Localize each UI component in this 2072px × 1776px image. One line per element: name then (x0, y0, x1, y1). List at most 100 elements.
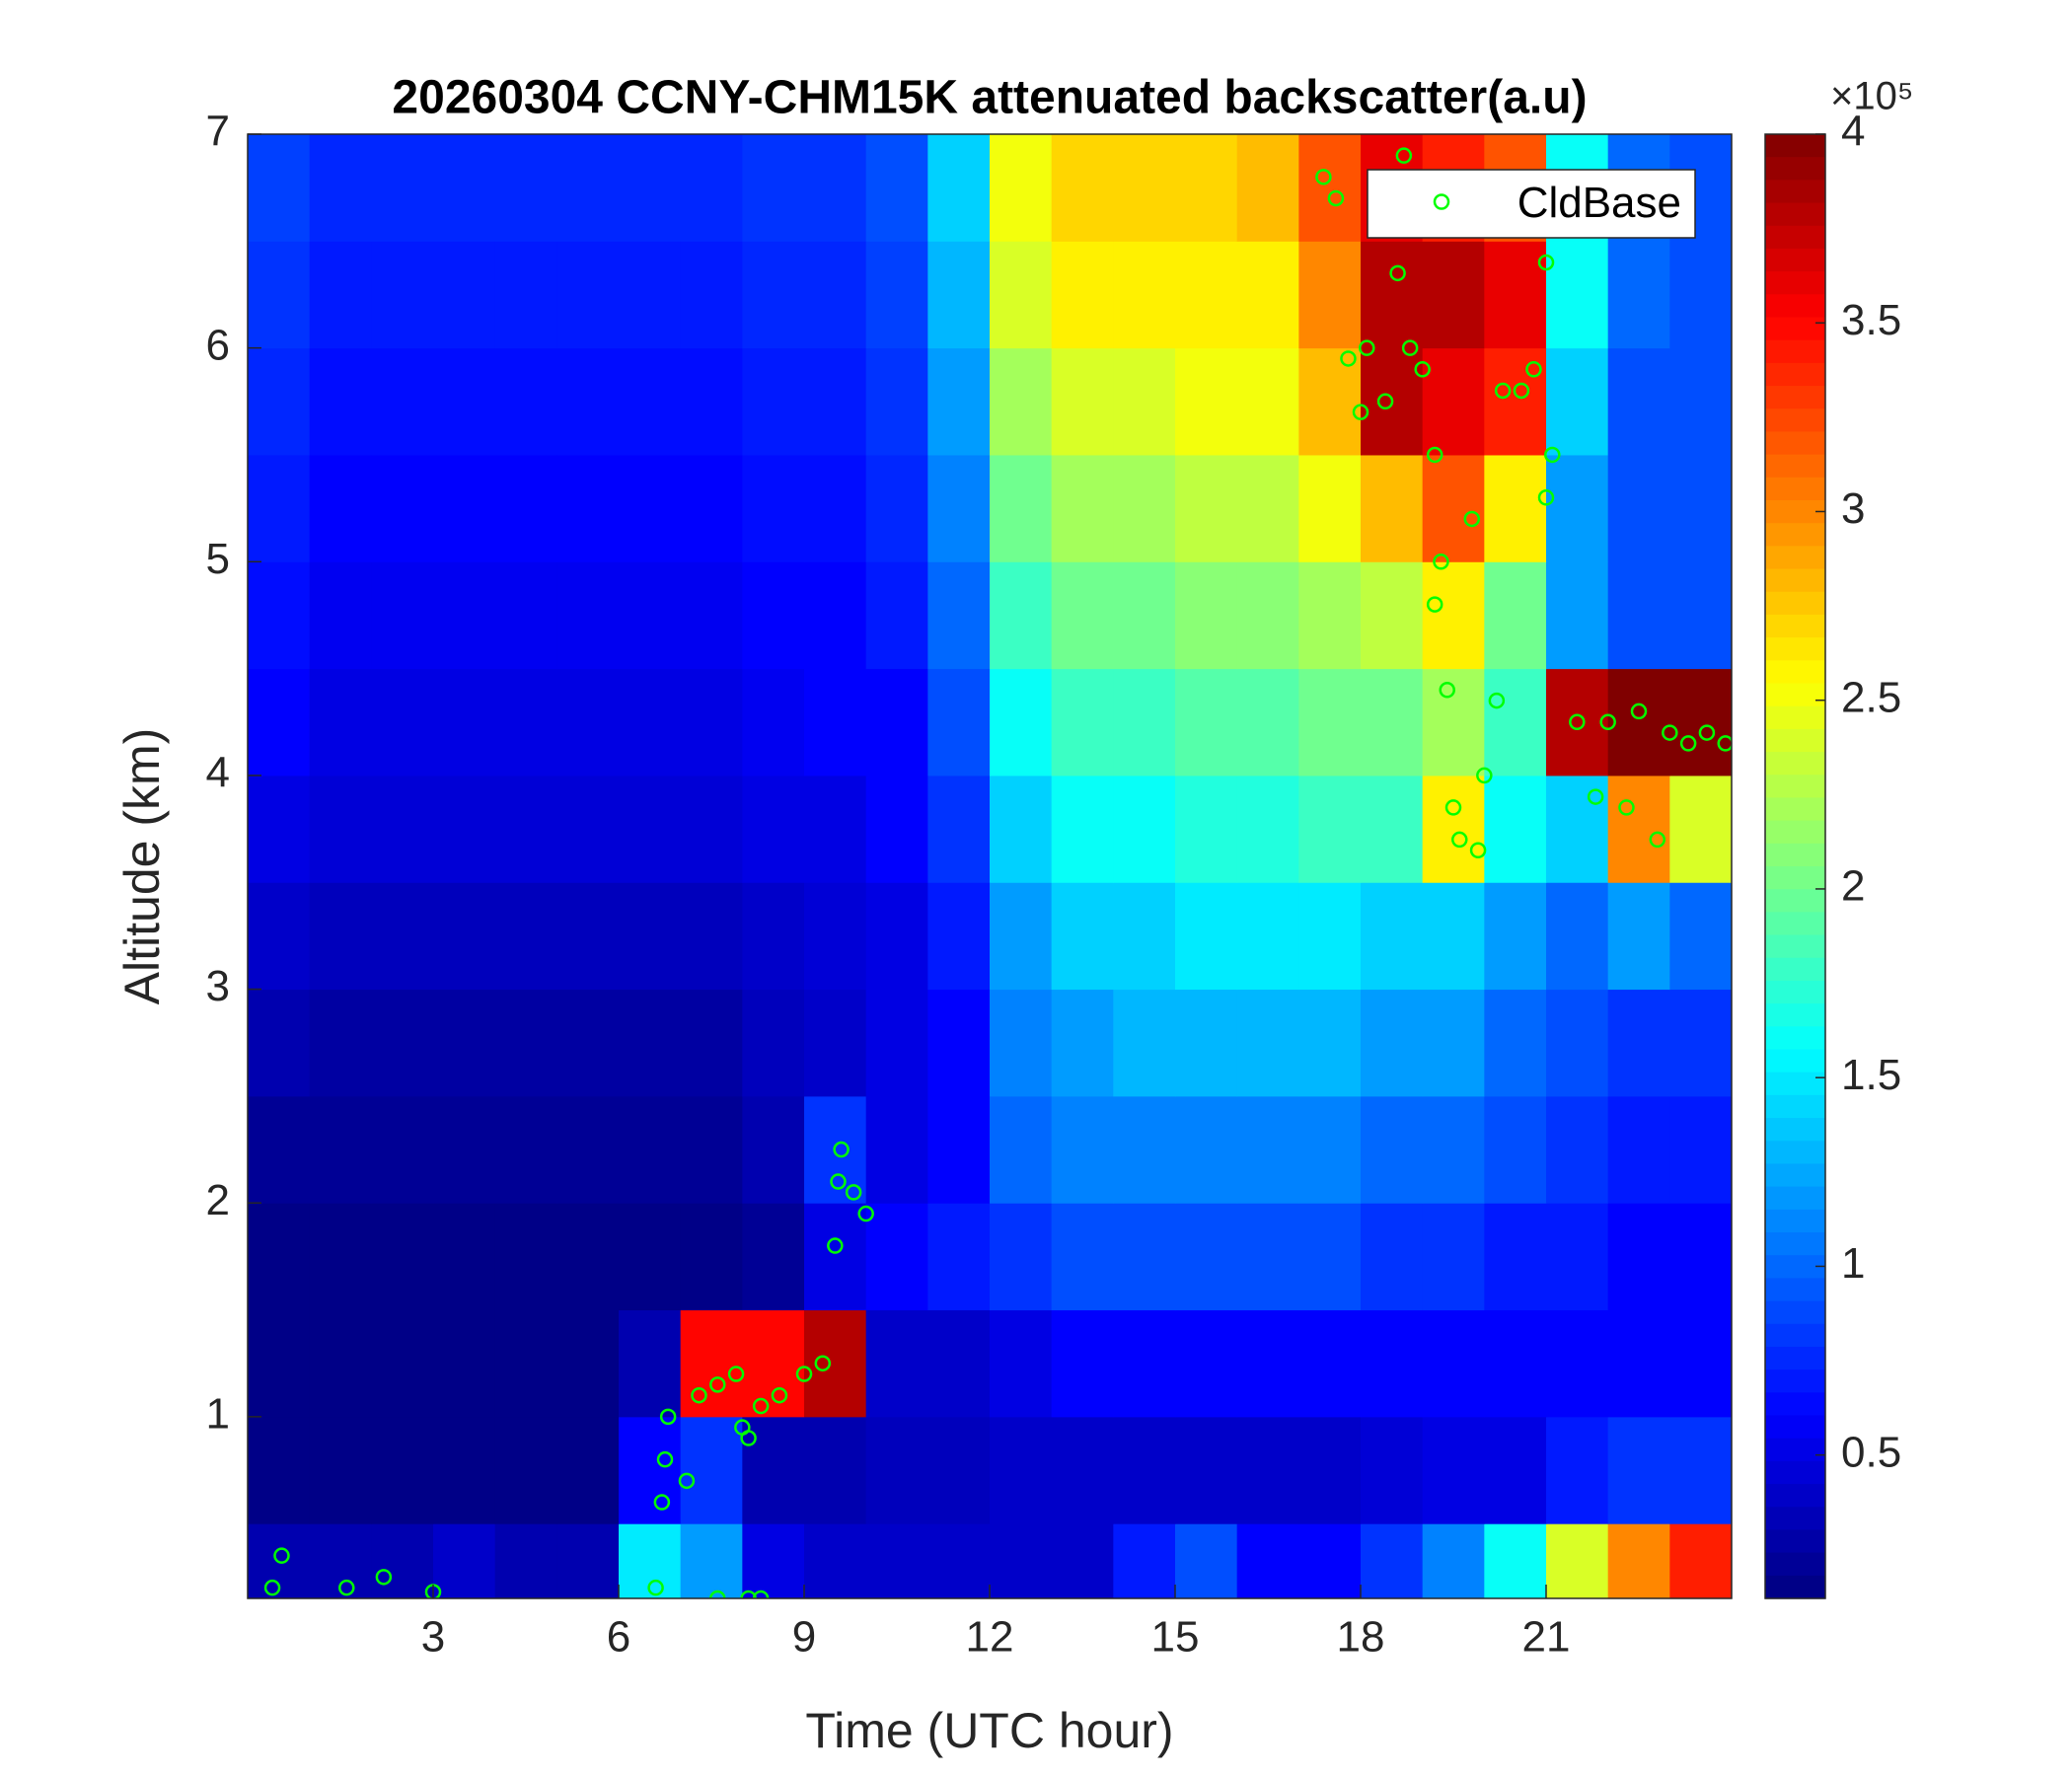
heatmap-cell (1422, 1416, 1485, 1524)
cloud-base-point (1376, 393, 1394, 410)
heatmap-cell (990, 1309, 1053, 1418)
heatmap-cell (990, 454, 1053, 562)
cloud-base-point (740, 1590, 757, 1598)
heatmap-cell (742, 882, 805, 991)
heatmap-cell (990, 1203, 1053, 1311)
colorbar-segment (1765, 843, 1825, 867)
heatmap-cell (680, 561, 743, 670)
heatmap-cell (309, 775, 372, 883)
heatmap-cell (804, 454, 867, 562)
colorbar-segment (1765, 271, 1825, 295)
heatmap-cell (804, 347, 867, 456)
colorbar-segment (1765, 1346, 1825, 1370)
heatmap-cell (865, 134, 928, 242)
heatmap-cell (1113, 668, 1176, 777)
heatmap-cell (619, 882, 682, 991)
heatmap-cell (742, 347, 805, 456)
colorbar-tick-label: 3.5 (1841, 296, 1901, 344)
heatmap-cell (680, 1523, 743, 1598)
heatmap-cell (494, 561, 557, 670)
colorbar-segment (1765, 408, 1825, 433)
heatmap-cell (1236, 241, 1299, 349)
heatmap-cell (1484, 241, 1547, 349)
heatmap-cell (1546, 561, 1609, 670)
cloud-base-point (1618, 799, 1635, 816)
cloud-base-point (1433, 554, 1449, 570)
colorbar-segment (1765, 202, 1825, 227)
heatmap-cell (1669, 1416, 1732, 1524)
heatmap-cell (990, 882, 1053, 991)
heatmap-cell (1298, 882, 1362, 991)
heatmap-cell (927, 989, 991, 1097)
heatmap-cell (927, 668, 991, 777)
cloud-base-point (1630, 703, 1648, 720)
heatmap-cell (494, 989, 557, 1097)
heatmap-cell (371, 241, 434, 349)
cloud-base-point (1401, 339, 1419, 356)
heatmap-cell (1051, 1523, 1114, 1598)
heatmap-cell (742, 1095, 805, 1204)
colorbar-segment (1765, 889, 1825, 913)
heatmap-cell (680, 1416, 743, 1524)
heatmap-cell (433, 1203, 496, 1311)
cloud-base-point (659, 1408, 677, 1426)
cloud-base-point (1599, 713, 1616, 731)
heatmap-cell (1669, 989, 1732, 1097)
cloud-base-point (338, 1579, 355, 1596)
cloud-base-point (752, 1397, 770, 1415)
colorbar-tick-label: 2.5 (1841, 673, 1901, 721)
heatmap-cell (1361, 241, 1424, 349)
cloud-base-point (827, 1237, 844, 1254)
heatmap-cell (309, 1309, 372, 1418)
heatmap-cell (927, 1523, 991, 1598)
colorbar-segment (1765, 980, 1825, 1004)
colorbar-segment (1765, 1507, 1825, 1531)
x-tick-label: 12 (966, 1613, 1014, 1662)
heatmap-cell (1113, 882, 1176, 991)
heatmap-cell (1546, 668, 1609, 777)
heatmap-cell (990, 1523, 1053, 1598)
cloud-base-point (1426, 596, 1443, 613)
heatmap-cell (804, 1309, 867, 1418)
heatmap-cell (742, 1203, 805, 1311)
heatmap-cell (1669, 1095, 1732, 1204)
heatmap-cell (1607, 1203, 1670, 1311)
colorbar-segment (1765, 683, 1825, 707)
y-tick-label: 4 (206, 749, 230, 797)
heatmap-cell (1236, 561, 1299, 670)
heatmap-cell (1113, 561, 1176, 670)
heatmap-cell (804, 241, 867, 349)
cloud-base-point (1537, 254, 1555, 271)
heatmap-cell (1051, 1416, 1114, 1524)
heatmap-cell (1113, 1203, 1176, 1311)
heatmap-cell (990, 347, 1053, 456)
heatmap-cell (1298, 454, 1362, 562)
heatmap-cell (1669, 775, 1732, 883)
heatmap-cell (248, 882, 311, 991)
heatmap-cell (433, 882, 496, 991)
heatmap-cell (927, 882, 991, 991)
colorbar-segment (1765, 1369, 1825, 1393)
heatmap-cell (742, 454, 805, 562)
cloud-base-point (1488, 692, 1506, 709)
heatmap-cell (248, 454, 311, 562)
heatmap-cell (1361, 989, 1424, 1097)
cloud-base-point (273, 1547, 290, 1564)
cloud-base-point (1476, 767, 1493, 784)
chart-title: 20260304 CCNY-CHM15K attenuated backscat… (392, 72, 1587, 124)
heatmap-cell (309, 347, 372, 456)
heatmap-cell (1484, 561, 1547, 670)
heatmap-cell (680, 1203, 743, 1311)
heatmap-cell (1113, 775, 1176, 883)
y-tick-label: 2 (206, 1176, 230, 1224)
heatmap-cell (1546, 241, 1609, 349)
heatmap-cell (1607, 347, 1670, 456)
heatmap-cell (1051, 561, 1114, 670)
heatmap-cell (990, 668, 1053, 777)
heatmap-cell (1236, 1309, 1299, 1418)
x-tick-label: 21 (1522, 1613, 1571, 1662)
heatmap-cell (371, 1203, 434, 1311)
heatmap-cell (1113, 134, 1176, 242)
cloud-base-point (1426, 446, 1443, 464)
heatmap-cell (1113, 347, 1176, 456)
